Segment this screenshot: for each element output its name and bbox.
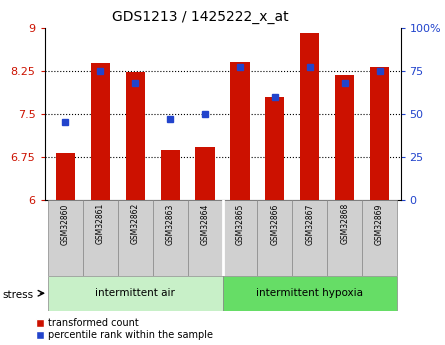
Text: GSM32864: GSM32864 — [201, 203, 210, 245]
Bar — [265, 97, 284, 200]
Text: intermittent hypoxia: intermittent hypoxia — [256, 288, 363, 298]
Text: GSM32861: GSM32861 — [96, 203, 105, 244]
Bar — [188, 200, 222, 276]
Text: GSM32866: GSM32866 — [271, 203, 279, 245]
Bar — [125, 72, 145, 200]
Bar — [257, 200, 292, 276]
Bar — [292, 200, 327, 276]
Bar — [362, 200, 397, 276]
Text: GSM32867: GSM32867 — [305, 203, 314, 245]
Text: GDS1213 / 1425222_x_at: GDS1213 / 1425222_x_at — [112, 10, 288, 24]
Bar — [300, 33, 320, 200]
Bar — [83, 200, 118, 276]
Bar — [91, 63, 110, 200]
Text: intermittent air: intermittent air — [95, 288, 175, 298]
Legend: transformed count, percentile rank within the sample: transformed count, percentile rank withi… — [36, 318, 213, 340]
Text: stress: stress — [2, 290, 33, 300]
Text: GSM32868: GSM32868 — [340, 203, 349, 244]
Bar — [231, 62, 250, 200]
Bar — [195, 147, 214, 200]
Bar — [222, 200, 257, 276]
Bar — [56, 153, 75, 200]
Bar — [48, 200, 83, 276]
Bar — [118, 200, 153, 276]
Bar — [48, 276, 222, 310]
Bar — [153, 200, 188, 276]
Bar — [370, 67, 389, 200]
Text: GSM32860: GSM32860 — [61, 203, 70, 245]
Bar — [335, 75, 354, 200]
Bar — [222, 276, 397, 310]
Bar — [161, 150, 180, 200]
Text: GSM32863: GSM32863 — [166, 203, 174, 245]
Text: GSM32865: GSM32865 — [235, 203, 244, 245]
Bar — [327, 200, 362, 276]
Text: GSM32862: GSM32862 — [131, 203, 140, 244]
Text: GSM32869: GSM32869 — [375, 203, 384, 245]
